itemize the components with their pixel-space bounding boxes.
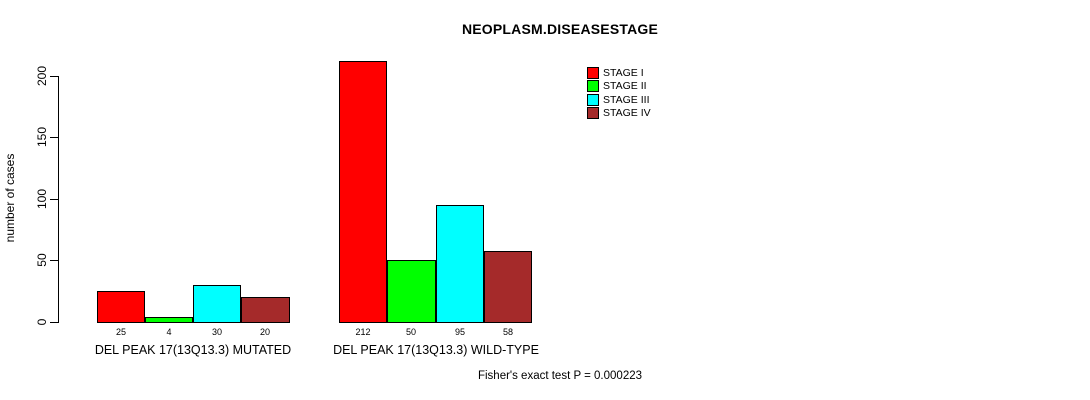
- legend-item-stage-ii: STAGE II: [587, 79, 647, 92]
- y-axis-tick-label: 0: [35, 318, 49, 326]
- bar-stage-iv-group-2: [484, 251, 532, 323]
- legend-label: STAGE III: [603, 93, 650, 106]
- bar-value-label: 212: [355, 327, 371, 337]
- bar-value-label: 4: [166, 327, 172, 337]
- y-axis-tick: [50, 137, 58, 138]
- bar-stage-i-group-1: [97, 291, 145, 323]
- bar-value-label: 25: [115, 327, 126, 337]
- y-axis-tick-label: 200: [35, 65, 49, 87]
- legend-swatch-stage-i: [587, 66, 599, 79]
- bar-stage-iii-group-1: [193, 285, 241, 323]
- category-label-group-1: DEL PEAK 17(13Q13.3) MUTATED: [94, 343, 292, 357]
- bar-value-label: 95: [454, 327, 465, 337]
- y-axis-label: number of cases: [3, 153, 17, 243]
- bar-stage-ii-group-2: [387, 260, 436, 323]
- annotation-fisher-test: Fisher's exact test P = 0.000223: [477, 370, 643, 382]
- bar-value-label: 20: [259, 327, 270, 337]
- bar-stage-iii-group-2: [436, 205, 484, 323]
- y-axis-tick: [50, 199, 58, 200]
- bar-stage-iv-group-1: [241, 297, 290, 323]
- legend-label: STAGE I: [603, 66, 644, 79]
- category-label-group-2: DEL PEAK 17(13Q13.3) WILD-TYPE: [333, 343, 539, 357]
- legend-swatch-stage-iii: [587, 93, 599, 106]
- chart-title: NEOPLASM.DISEASESTAGE: [461, 21, 659, 37]
- bar-value-label: 50: [405, 327, 416, 337]
- legend-item-stage-iii: STAGE III: [587, 93, 649, 106]
- legend-swatch-stage-iv: [587, 106, 599, 119]
- y-axis-line: [58, 76, 59, 323]
- legend-item-stage-i: STAGE I: [587, 66, 644, 79]
- y-axis-tick: [50, 260, 58, 261]
- y-axis-tick: [50, 322, 58, 323]
- bar-stage-i-group-2: [339, 61, 387, 323]
- bar-value-label: 58: [502, 327, 513, 337]
- legend-label: STAGE II: [603, 79, 647, 92]
- y-axis-tick: [50, 76, 58, 77]
- y-axis-tick-label: 50: [35, 253, 49, 267]
- bar-value-label: 30: [211, 327, 222, 337]
- y-axis-tick-label: 100: [35, 188, 49, 210]
- bar-stage-ii-group-1: [145, 317, 193, 323]
- legend-swatch-stage-ii: [587, 79, 599, 92]
- y-axis-tick-label: 150: [35, 126, 49, 148]
- legend-label: STAGE IV: [603, 106, 651, 119]
- legend-item-stage-iv: STAGE IV: [587, 106, 651, 119]
